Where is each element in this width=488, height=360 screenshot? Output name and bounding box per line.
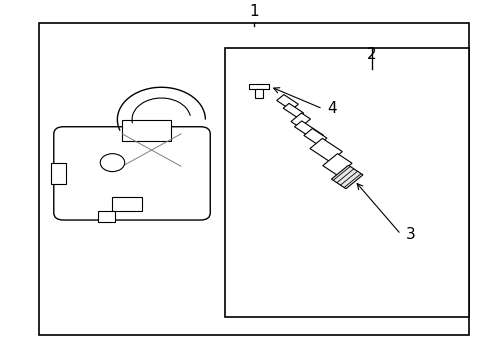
Text: 2: 2 <box>366 47 376 62</box>
Bar <box>51 163 66 184</box>
Bar <box>39 23 468 335</box>
Polygon shape <box>322 154 351 175</box>
Polygon shape <box>331 165 362 189</box>
Text: 4: 4 <box>327 101 337 116</box>
Bar <box>255 89 263 98</box>
Polygon shape <box>290 113 310 127</box>
Bar <box>122 120 171 141</box>
Polygon shape <box>276 95 298 110</box>
Text: 1: 1 <box>249 4 259 19</box>
Text: 3: 3 <box>405 227 415 242</box>
Bar <box>98 211 115 222</box>
Bar <box>112 197 142 211</box>
FancyBboxPatch shape <box>54 127 210 220</box>
Polygon shape <box>294 121 323 141</box>
Polygon shape <box>303 129 326 145</box>
Bar <box>249 84 268 89</box>
Bar <box>224 48 468 317</box>
Polygon shape <box>283 103 303 118</box>
Circle shape <box>100 154 124 172</box>
Polygon shape <box>309 138 342 162</box>
